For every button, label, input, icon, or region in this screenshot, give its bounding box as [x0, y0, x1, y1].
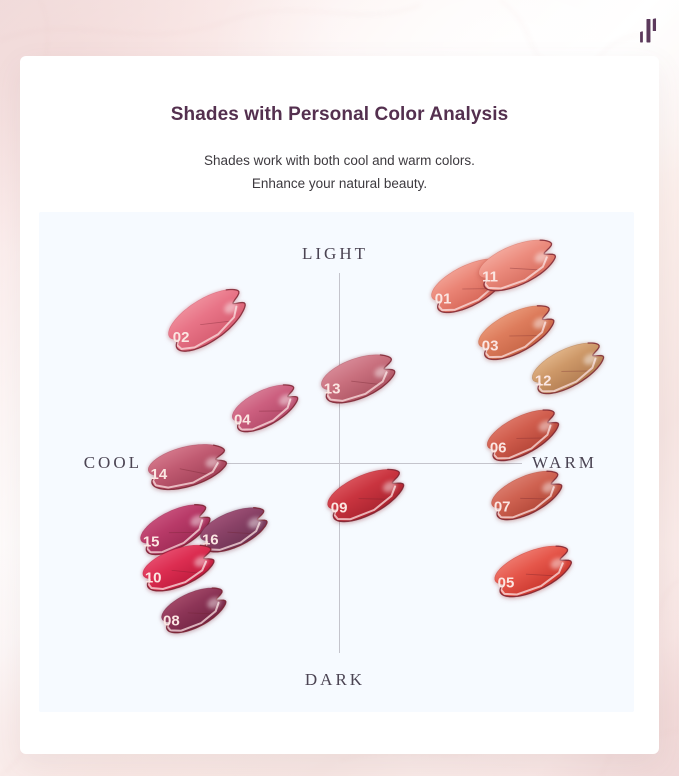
svg-text:14: 14 — [151, 466, 168, 483]
svg-text:05: 05 — [498, 574, 515, 591]
svg-text:08: 08 — [163, 612, 180, 629]
svg-text:02: 02 — [173, 329, 190, 346]
svg-text:04: 04 — [234, 411, 251, 428]
svg-text:11: 11 — [482, 268, 498, 285]
svg-text:09: 09 — [331, 500, 348, 517]
svg-text:07: 07 — [494, 498, 511, 515]
svg-text:06: 06 — [490, 440, 507, 457]
svg-text:12: 12 — [535, 373, 552, 390]
svg-text:13: 13 — [324, 380, 341, 397]
